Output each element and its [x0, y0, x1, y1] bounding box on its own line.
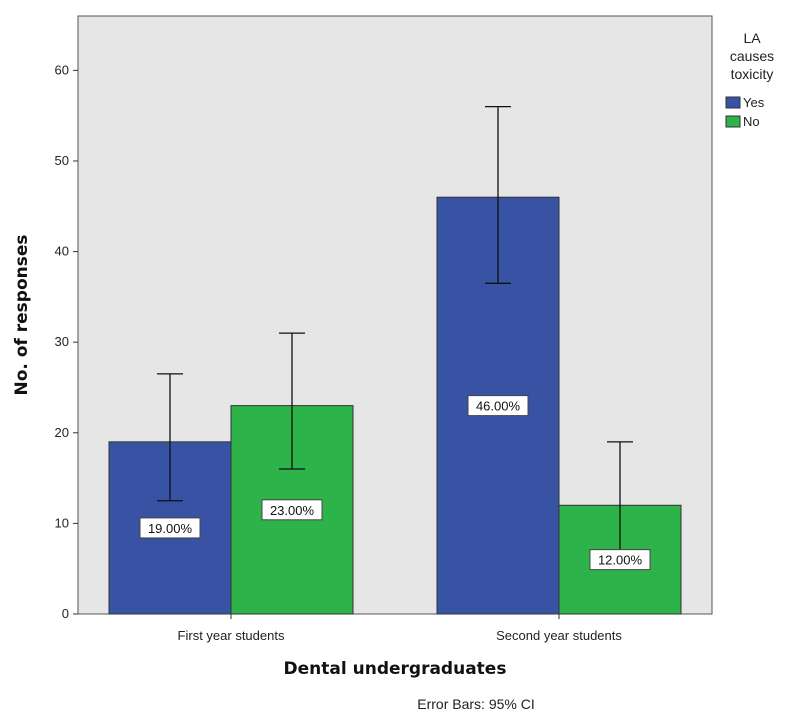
data-label: 19.00%	[148, 521, 193, 536]
y-tick-label: 20	[55, 425, 69, 440]
data-label-box	[467, 395, 529, 417]
footnote: Error Bars: 95% CI	[417, 696, 534, 712]
data-label: 12.00%	[598, 553, 643, 568]
legend-title-line-2: causes	[730, 48, 774, 64]
x-tick-label: Second year students	[496, 628, 622, 643]
data-label: 46.00%	[476, 399, 521, 414]
data-label-box	[589, 549, 651, 571]
legend-swatch-no	[725, 115, 741, 128]
legend-title-line-3: toxicity	[731, 66, 774, 82]
data-label: 23.00%	[270, 503, 315, 518]
x-axis-title: Dental undergraduates	[284, 659, 507, 679]
y-tick-label: 30	[55, 334, 69, 349]
x-axis: First year students Second year students	[178, 614, 622, 643]
x-tick-label: First year students	[178, 628, 285, 643]
legend-swatch-yes	[725, 96, 741, 109]
y-tick-label: 10	[55, 515, 69, 530]
legend-label-yes: Yes	[743, 95, 765, 110]
data-labels: 19.00% 23.00% 46.00% 12.00%	[139, 395, 651, 571]
y-tick-label: 40	[55, 244, 69, 259]
y-axis-title: No. of responses	[12, 234, 32, 395]
data-label-box	[261, 499, 323, 521]
error-bars	[157, 105, 633, 552]
y-tick-label: 0	[62, 606, 69, 621]
y-tick-label: 50	[55, 153, 69, 168]
y-tick-label: 60	[55, 62, 69, 77]
legend-title-line-1: LA	[743, 30, 761, 46]
y-axis: 0 10 20 30 40 50 60	[55, 62, 78, 621]
legend-label-no: No	[743, 114, 760, 129]
legend: LA causes toxicity Yes No	[725, 30, 774, 129]
data-label-box	[139, 517, 201, 539]
